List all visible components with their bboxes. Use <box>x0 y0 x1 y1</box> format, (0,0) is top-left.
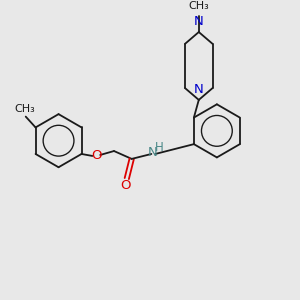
Text: O: O <box>91 149 101 162</box>
Text: CH₃: CH₃ <box>188 2 209 11</box>
Text: O: O <box>121 179 131 192</box>
Text: H: H <box>155 141 164 154</box>
Text: CH₃: CH₃ <box>14 104 35 114</box>
Text: N: N <box>148 146 157 160</box>
Text: N: N <box>194 83 204 96</box>
Text: N: N <box>194 15 204 28</box>
